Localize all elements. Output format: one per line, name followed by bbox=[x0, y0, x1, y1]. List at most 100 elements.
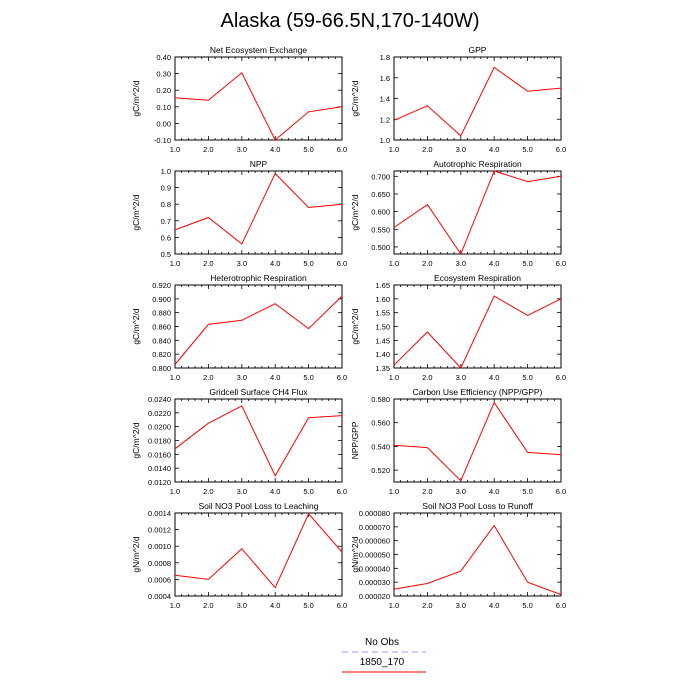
x-tick-label: 5.0 bbox=[522, 373, 532, 382]
y-tick-label: 0.0180 bbox=[148, 437, 171, 446]
y-tick-label: 0.700 bbox=[371, 172, 390, 181]
y-tick-label: 0.500 bbox=[371, 243, 390, 252]
y-tick-label: 1.65 bbox=[375, 281, 390, 290]
series-line-1850-170 bbox=[393, 295, 562, 369]
x-tick-label: 1.0 bbox=[389, 145, 399, 154]
y-axis-label: gC/m^2/d bbox=[131, 194, 141, 230]
x-tick-label: 3.0 bbox=[237, 601, 247, 610]
series-line-1850-170 bbox=[174, 72, 343, 141]
x-tick-label: 3.0 bbox=[237, 373, 247, 382]
y-tick-label: 1.6 bbox=[380, 74, 390, 83]
y-tick-label: 1.50 bbox=[375, 323, 390, 332]
x-tick-label: 6.0 bbox=[556, 259, 566, 268]
chart-carbon-use-efficiency-npp-gpp: Carbon Use Efficiency (NPP/GPP) NPP/GPP 1.… bbox=[350, 387, 566, 496]
plot-frame bbox=[393, 170, 562, 255]
series-line-1850-170 bbox=[393, 66, 562, 137]
y-tick-label: 0.0012 bbox=[148, 526, 171, 535]
x-tick-label: 2.0 bbox=[203, 601, 213, 610]
y-tick-label: 1.2 bbox=[380, 115, 390, 124]
x-tick-label: 6.0 bbox=[337, 373, 347, 382]
x-tick-label: 3.0 bbox=[456, 487, 466, 496]
plot-frame bbox=[174, 512, 343, 597]
x-tick-label: 3.0 bbox=[456, 373, 466, 382]
legend bbox=[342, 651, 426, 673]
y-axis-label: gC/m^2/d bbox=[131, 308, 141, 344]
x-tick-label: 4.0 bbox=[489, 259, 499, 268]
x-tick-label: 1.0 bbox=[170, 373, 180, 382]
plot-frame bbox=[174, 56, 343, 141]
y-tick-label: 0.650 bbox=[371, 190, 390, 199]
x-tick-label: 2.0 bbox=[422, 601, 432, 610]
plot-frame bbox=[393, 56, 562, 141]
x-tick-label: 4.0 bbox=[489, 601, 499, 610]
chart-title: Autotrophic Respiration bbox=[433, 159, 522, 169]
x-tick-label: 2.0 bbox=[203, 373, 213, 382]
legend-label-1850-170: 1850_170 bbox=[359, 657, 405, 668]
x-tick-label: 5.0 bbox=[522, 487, 532, 496]
y-axis-label: gC/m^2/d bbox=[350, 308, 360, 344]
y-tick-label: -0.10 bbox=[154, 136, 171, 145]
y-tick-label: 0.880 bbox=[152, 309, 171, 318]
chart-title: Gridcell Surface CH4 Flux bbox=[209, 387, 308, 397]
x-tick-label: 5.0 bbox=[303, 145, 313, 154]
y-tick-label: 0.6 bbox=[161, 233, 171, 242]
x-tick-label: 4.0 bbox=[270, 145, 280, 154]
chart-title: Ecosystem Respiration bbox=[434, 273, 521, 283]
y-tick-label: 1.60 bbox=[375, 295, 390, 304]
chart-soil-no3-pool-loss-to-runoff: Soil NO3 Pool Loss to Runoff gN/m^2/d 1.0 2… bbox=[350, 501, 566, 610]
x-tick-label: 2.0 bbox=[203, 487, 213, 496]
plot-frame bbox=[393, 398, 562, 483]
series-line-1850-170 bbox=[393, 524, 562, 596]
plot-frame bbox=[393, 284, 562, 369]
chart-title: Soil NO3 Pool Loss to Leaching bbox=[198, 501, 318, 511]
y-tick-label: 0.000040 bbox=[359, 564, 390, 573]
plot-frame bbox=[174, 170, 343, 255]
y-tick-label: 0.0160 bbox=[148, 450, 171, 459]
y-tick-label: 1.0 bbox=[380, 136, 390, 145]
y-tick-label: 0.000070 bbox=[359, 523, 390, 532]
series-line-1850-170 bbox=[174, 512, 343, 589]
x-tick-label: 1.0 bbox=[170, 145, 180, 154]
y-axis-label: gC/m^2/d bbox=[131, 80, 141, 116]
y-axis-label: NPP/GPP bbox=[350, 421, 360, 459]
y-tick-label: 0.0004 bbox=[148, 592, 171, 601]
y-tick-label: 0.0010 bbox=[148, 542, 171, 551]
x-tick-label: 5.0 bbox=[303, 601, 313, 610]
x-tick-label: 4.0 bbox=[489, 373, 499, 382]
x-tick-label: 4.0 bbox=[270, 487, 280, 496]
y-tick-label: 0.900 bbox=[152, 295, 171, 304]
y-tick-label: 1.8 bbox=[380, 53, 390, 62]
y-tick-label: 0.800 bbox=[152, 364, 171, 373]
chart-title: Carbon Use Efficiency (NPP/GPP) bbox=[413, 387, 543, 397]
legend-label-no-obs: No Obs bbox=[365, 637, 399, 648]
y-tick-label: 1.35 bbox=[375, 364, 390, 373]
series-line-1850-170 bbox=[174, 172, 343, 245]
x-tick-label: 6.0 bbox=[337, 145, 347, 154]
x-tick-label: 1.0 bbox=[170, 601, 180, 610]
y-tick-label: 1.45 bbox=[375, 336, 390, 345]
y-tick-label: 0.000060 bbox=[359, 537, 390, 546]
y-tick-label: 0.0008 bbox=[148, 559, 171, 568]
x-tick-label: 3.0 bbox=[237, 259, 247, 268]
y-tick-label: 1.55 bbox=[375, 309, 390, 318]
x-tick-label: 3.0 bbox=[456, 145, 466, 154]
x-tick-label: 2.0 bbox=[422, 373, 432, 382]
series-line-1850-170 bbox=[174, 295, 343, 365]
x-tick-label: 5.0 bbox=[303, 373, 313, 382]
series-line-1850-170 bbox=[393, 170, 562, 256]
y-tick-label: 1.40 bbox=[375, 350, 390, 359]
chart-soil-no3-pool-loss-to-leaching: Soil NO3 Pool Loss to Leaching gN/m^2/d 1.… bbox=[131, 501, 347, 610]
y-tick-label: 0.000080 bbox=[359, 509, 390, 518]
x-tick-label: 4.0 bbox=[270, 601, 280, 610]
x-tick-label: 4.0 bbox=[489, 487, 499, 496]
y-tick-label: 0.580 bbox=[371, 395, 390, 404]
y-tick-label: 0.30 bbox=[156, 70, 171, 79]
y-tick-label: 0.820 bbox=[152, 350, 171, 359]
y-tick-label: 0.8 bbox=[161, 200, 171, 209]
chart-title: GPP bbox=[469, 45, 487, 55]
x-tick-label: 6.0 bbox=[556, 487, 566, 496]
chart-title: NPP bbox=[250, 159, 268, 169]
x-tick-label: 5.0 bbox=[303, 259, 313, 268]
chart-autotrophic-respiration: Autotrophic Respiration gC/m^2/d 1.0 2.0 3.0… bbox=[350, 159, 566, 268]
y-tick-label: 0.5 bbox=[161, 250, 171, 259]
